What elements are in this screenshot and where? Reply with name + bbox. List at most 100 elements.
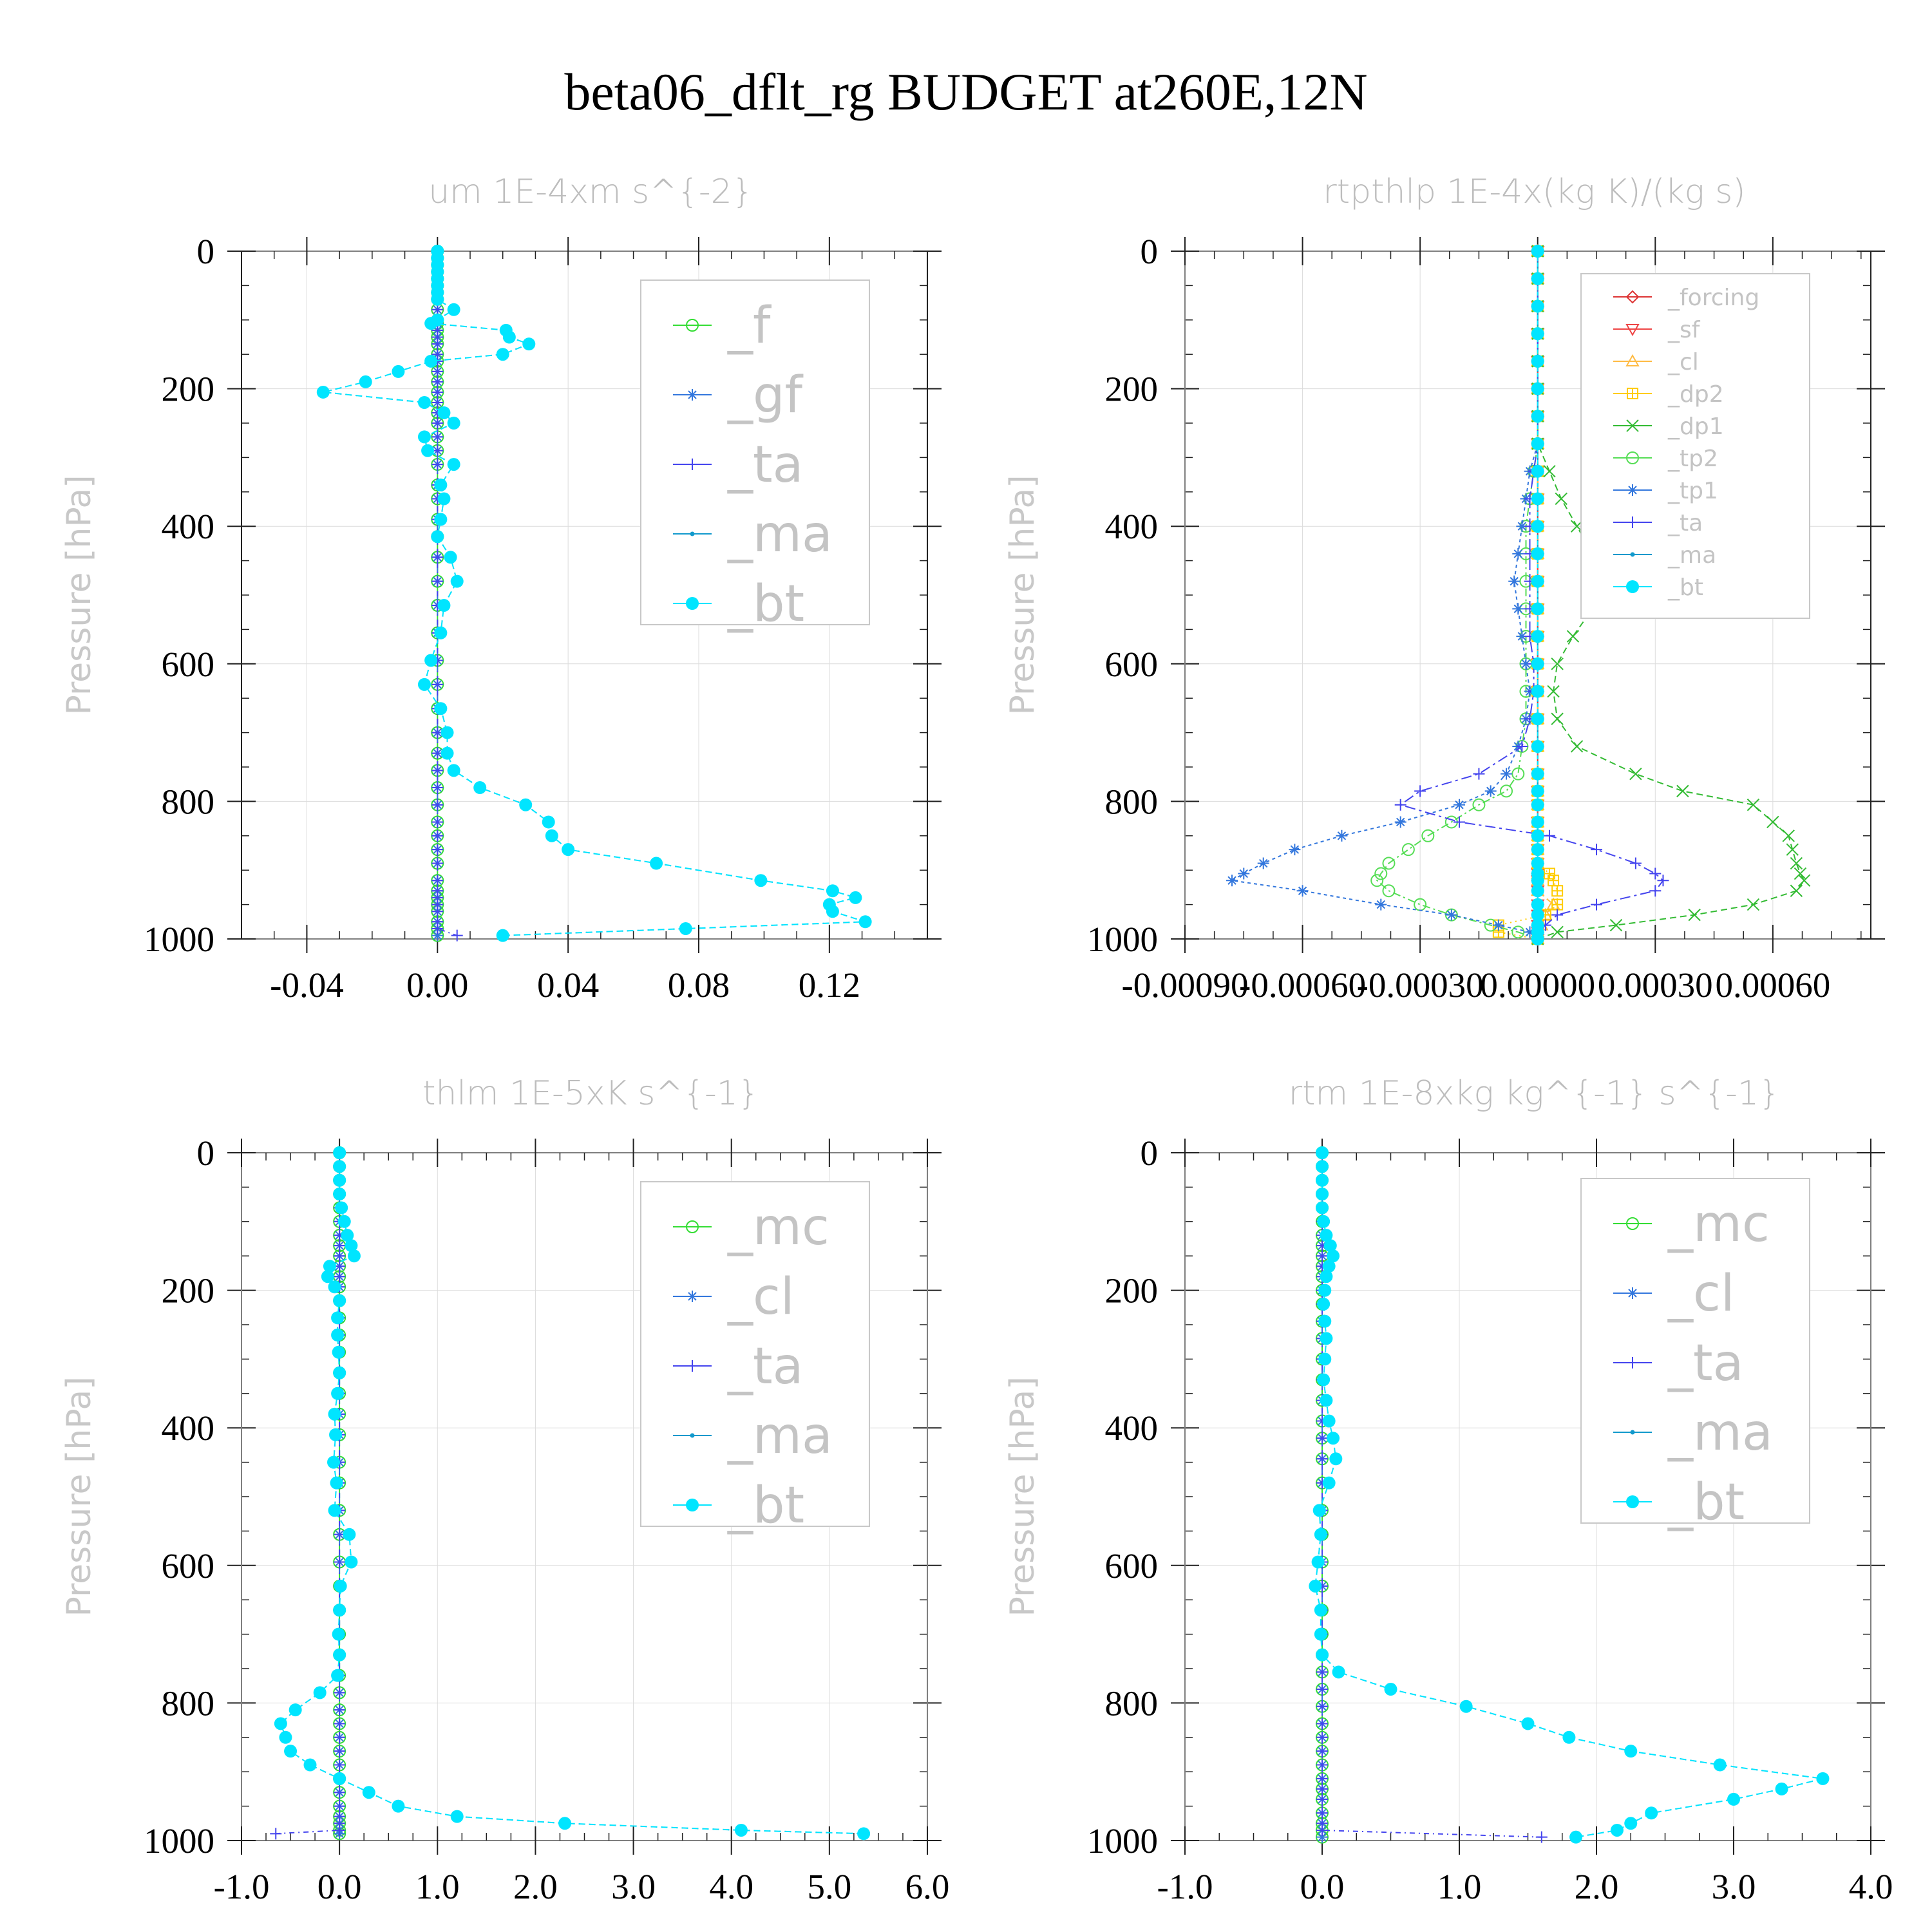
legend-marker xyxy=(687,459,698,470)
y-tick-label: 0 xyxy=(197,1133,215,1173)
data-point xyxy=(431,929,444,942)
data-point xyxy=(431,459,444,471)
data-point xyxy=(330,1476,343,1490)
series-bt xyxy=(1309,1146,1830,1844)
data-point xyxy=(1535,1831,1548,1843)
data-point xyxy=(1570,740,1584,753)
legend-entry: _ta xyxy=(673,436,803,494)
data-point xyxy=(1317,1297,1331,1311)
legend-marker xyxy=(1627,388,1638,399)
data-point xyxy=(437,599,451,612)
legend-marker xyxy=(1625,324,1640,337)
data-point xyxy=(1317,1373,1331,1387)
data-point xyxy=(333,1188,346,1201)
x-tick-label: 6.0 xyxy=(905,1867,950,1906)
data-point xyxy=(431,875,444,887)
data-point xyxy=(431,417,444,429)
data-point xyxy=(1531,843,1544,857)
legend-label: _bt xyxy=(727,575,804,633)
data-point xyxy=(1226,875,1238,887)
chart-panel-1: um 1E-4xm s^{-2} Pressure [hPa] 0 200 400 600… xyxy=(60,173,942,1005)
data-point xyxy=(1314,1604,1327,1617)
data-point xyxy=(1516,740,1528,752)
x-tick-label: 5.0 xyxy=(807,1867,851,1906)
x-tick-label: 2.0 xyxy=(513,1867,558,1906)
data-point xyxy=(1551,885,1564,897)
y-tick-label: 600 xyxy=(162,645,215,684)
data-point xyxy=(362,1786,375,1799)
data-point xyxy=(333,1173,346,1187)
legend-entry: _dp1 xyxy=(1613,413,1724,440)
data-point xyxy=(334,1704,346,1716)
legend-marker xyxy=(690,1433,695,1438)
data-point xyxy=(1516,630,1528,643)
data-point xyxy=(1322,1260,1336,1273)
data-point xyxy=(1790,884,1803,897)
data-point xyxy=(1531,815,1544,829)
data-point xyxy=(1316,1793,1328,1805)
data-point xyxy=(1316,1745,1328,1757)
legend-entry: _bt xyxy=(1613,574,1703,601)
legend-marker xyxy=(1630,552,1635,557)
x-tick-label: -0.00060 xyxy=(1239,965,1366,1005)
legend-entry: _dp2 xyxy=(1613,381,1724,408)
legend-label: _dp1 xyxy=(1667,413,1724,440)
data-point xyxy=(1531,547,1544,560)
legend-entry: _mc xyxy=(1613,1195,1770,1253)
data-point xyxy=(1520,658,1532,670)
data-point xyxy=(418,395,431,409)
legend-entry: _ma xyxy=(673,506,833,564)
data-point xyxy=(1414,785,1426,797)
data-point xyxy=(1500,784,1513,798)
data-point xyxy=(1747,799,1760,811)
legend-label: _ta xyxy=(727,436,803,494)
data-point xyxy=(1531,739,1544,753)
y-tick-label: 400 xyxy=(162,507,215,546)
data-point xyxy=(1531,857,1544,870)
legend-label: _ma xyxy=(1667,542,1716,569)
data-point xyxy=(1531,492,1544,506)
legend-label: _dp2 xyxy=(1667,381,1724,408)
legend-label: _ma xyxy=(727,1407,833,1465)
chart-panel-3: thlm 1E-5xK s^{-1} Pressure [hPa] 0 200 400 6… xyxy=(60,1074,949,1906)
legend-entry: _cl xyxy=(1613,349,1699,375)
data-point xyxy=(431,857,444,869)
data-point xyxy=(1782,829,1795,842)
legend-label: _sf xyxy=(1667,317,1701,343)
x-tick-label: 3.0 xyxy=(611,1867,656,1906)
data-point xyxy=(392,1799,405,1813)
y-axis-label: Pressure [hPa] xyxy=(1003,1377,1042,1617)
legend-label: _bt xyxy=(1667,574,1703,601)
data-point xyxy=(1316,1648,1329,1662)
panel-title: thlm 1E-5xK s^{-1} xyxy=(422,1074,759,1113)
data-point xyxy=(1610,1823,1624,1837)
data-point xyxy=(1531,464,1544,478)
data-point xyxy=(522,337,536,351)
data-point xyxy=(1289,844,1301,856)
data-point xyxy=(1676,784,1689,798)
x-tick-label: 0.04 xyxy=(537,965,599,1005)
legend-label: _ma xyxy=(1667,1404,1773,1462)
legend-entry: _cl xyxy=(673,1268,795,1326)
data-point xyxy=(1316,1188,1329,1201)
data-point xyxy=(270,1828,282,1840)
data-point xyxy=(434,478,448,492)
legend-marker xyxy=(1625,290,1640,304)
data-point xyxy=(334,1786,346,1799)
series-bt xyxy=(274,1146,871,1841)
data-point xyxy=(328,1280,341,1294)
data-point xyxy=(734,1823,748,1837)
data-point xyxy=(1316,1783,1328,1795)
legend-box xyxy=(1580,273,1810,619)
data-point xyxy=(284,1745,298,1758)
data-point xyxy=(496,348,509,361)
data-point xyxy=(650,857,663,870)
data-point xyxy=(333,1772,346,1785)
data-point xyxy=(1609,918,1623,932)
data-point xyxy=(444,551,457,564)
data-point xyxy=(431,365,444,377)
data-point xyxy=(327,1455,341,1469)
data-point xyxy=(1555,492,1567,506)
data-point xyxy=(1531,574,1544,588)
y-tick-label: 200 xyxy=(1105,370,1159,409)
